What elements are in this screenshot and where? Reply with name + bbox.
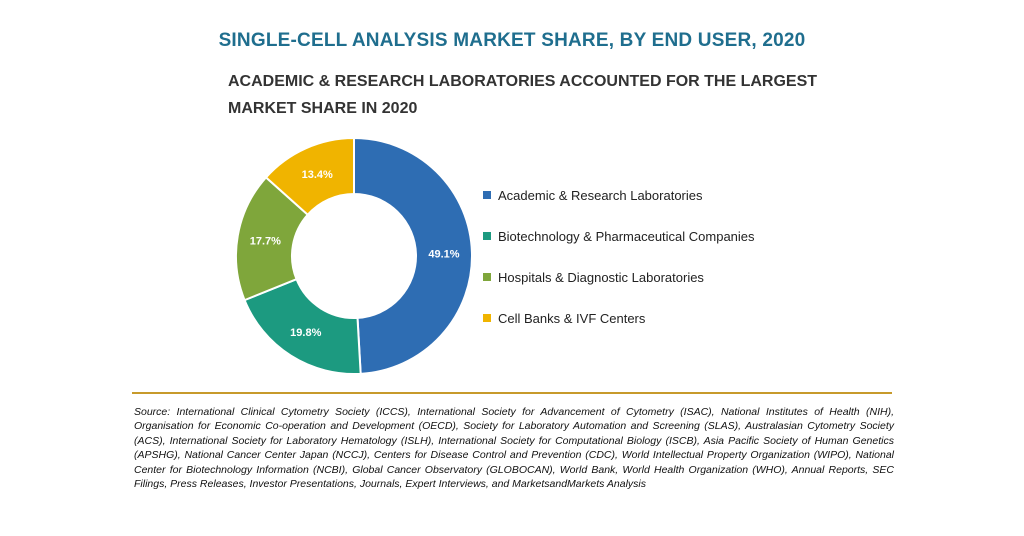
legend-item-2: Biotechnology & Pharmaceutical Companies <box>483 226 755 246</box>
source-note: Source: International Clinical Cytometry… <box>134 406 894 491</box>
subtitle-line-1: ACADEMIC & RESEARCH LABORATORIES ACCOUNT… <box>228 73 818 90</box>
divider-rule <box>132 392 892 394</box>
donut-chart: 49.1% 19.8% 17.7% 13.4% <box>235 136 473 375</box>
chart-legend: Academic & Research Laboratories Biotechn… <box>483 185 755 349</box>
slice-data-label-2: 19.8% <box>290 327 321 339</box>
slice-data-label-3: 17.7% <box>250 236 281 248</box>
donut-slice-2 <box>243 277 362 375</box>
chart-title: SINGLE-CELL ANALYSIS MARKET SHARE, BY EN… <box>218 30 806 51</box>
chart-subtitle: ACADEMIC & RESEARCH LABORATORIES ACCOUNT… <box>228 68 868 122</box>
legend-swatch <box>483 314 491 322</box>
donut-slice-4 <box>264 136 355 217</box>
subtitle-line-2: MARKET SHARE IN 2020 <box>228 100 418 117</box>
legend-swatch <box>483 273 491 281</box>
slice-data-label-4: 13.4% <box>302 169 333 181</box>
legend-swatch <box>483 232 491 240</box>
legend-label: Academic & Research Laboratories <box>498 187 703 203</box>
legend-label: Biotechnology & Pharmaceutical Companies <box>498 228 755 244</box>
donut-slice-1 <box>353 136 473 375</box>
legend-swatch <box>483 191 491 199</box>
legend-item-1: Academic & Research Laboratories <box>483 185 755 205</box>
legend-label: Cell Banks & IVF Centers <box>498 310 646 326</box>
legend-item-4: Cell Banks & IVF Centers <box>483 308 755 328</box>
slice-data-label-1: 49.1% <box>428 248 459 260</box>
legend-item-3: Hospitals & Diagnostic Laboratories <box>483 267 755 287</box>
legend-label: Hospitals & Diagnostic Laboratories <box>498 269 704 285</box>
